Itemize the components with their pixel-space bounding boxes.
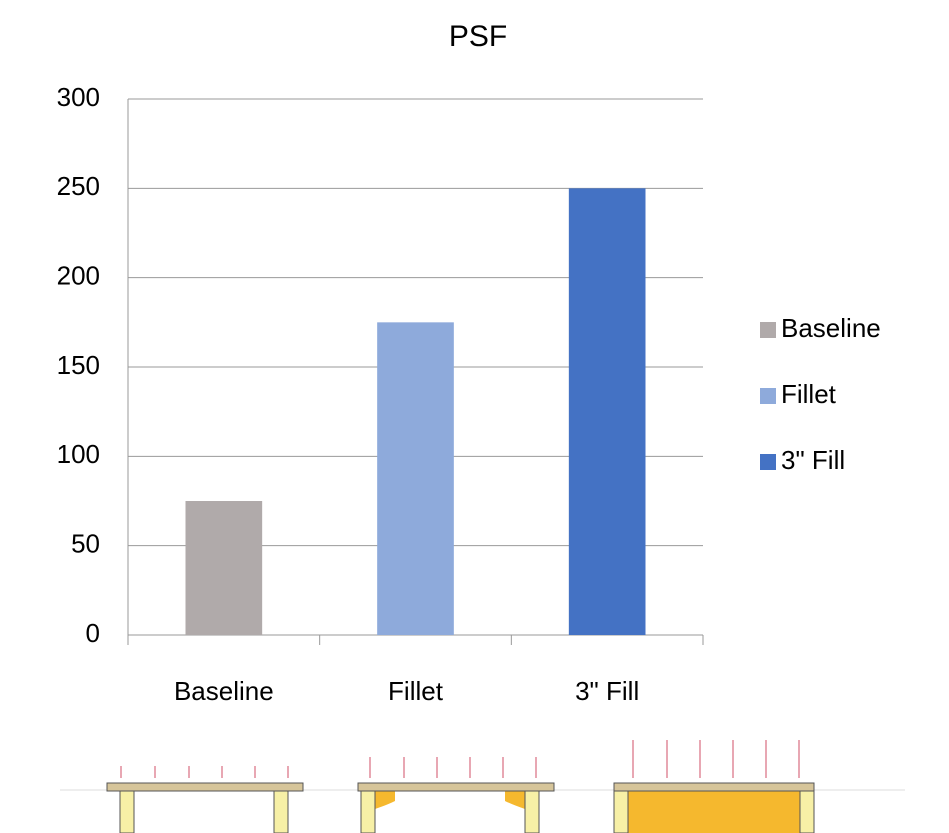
- post: [274, 791, 288, 833]
- fill: [628, 791, 800, 833]
- load-arrows: [633, 740, 799, 778]
- post: [525, 791, 539, 833]
- legend-label: Baseline: [781, 313, 881, 343]
- post: [614, 791, 628, 833]
- y-tick-label: 50: [71, 529, 100, 559]
- load-arrows: [121, 766, 288, 778]
- y-tick-label: 300: [57, 82, 100, 112]
- diagram-fillet: [358, 757, 554, 833]
- x-tick-label: Baseline: [174, 676, 274, 706]
- chart: PSF 0 50 100 150 200 250 300 Baseline Fillet 3" F…: [0, 0, 949, 833]
- y-tick-label: 0: [86, 618, 100, 648]
- post: [361, 791, 375, 833]
- legend-label: Fillet: [781, 379, 837, 409]
- x-tick-label: 3" Fill: [575, 676, 639, 706]
- post: [800, 791, 814, 833]
- diagram-fill: [614, 740, 814, 833]
- chart-title: PSF: [449, 20, 507, 53]
- post: [120, 791, 134, 833]
- x-tick-label: Fillet: [388, 676, 444, 706]
- fillet: [375, 791, 525, 809]
- legend-swatch: [760, 388, 776, 404]
- diagram-baseline: [107, 766, 303, 833]
- page: {"chart_data": {"type": "bar", "title": …: [0, 0, 949, 833]
- bar: [377, 322, 454, 635]
- y-tick-label: 150: [57, 350, 100, 380]
- cross-section-diagrams: [60, 740, 905, 833]
- y-tick-label: 100: [57, 439, 100, 469]
- load-arrows: [370, 757, 536, 778]
- bar: [186, 501, 263, 635]
- legend-label: 3" Fill: [781, 445, 845, 475]
- legend-swatch: [760, 454, 776, 470]
- slab: [614, 783, 814, 791]
- bar: [569, 188, 646, 635]
- slab: [358, 783, 554, 791]
- legend-swatch: [760, 322, 776, 338]
- y-tick-label: 200: [57, 261, 100, 291]
- slab: [107, 783, 303, 791]
- y-tick-label: 250: [57, 171, 100, 201]
